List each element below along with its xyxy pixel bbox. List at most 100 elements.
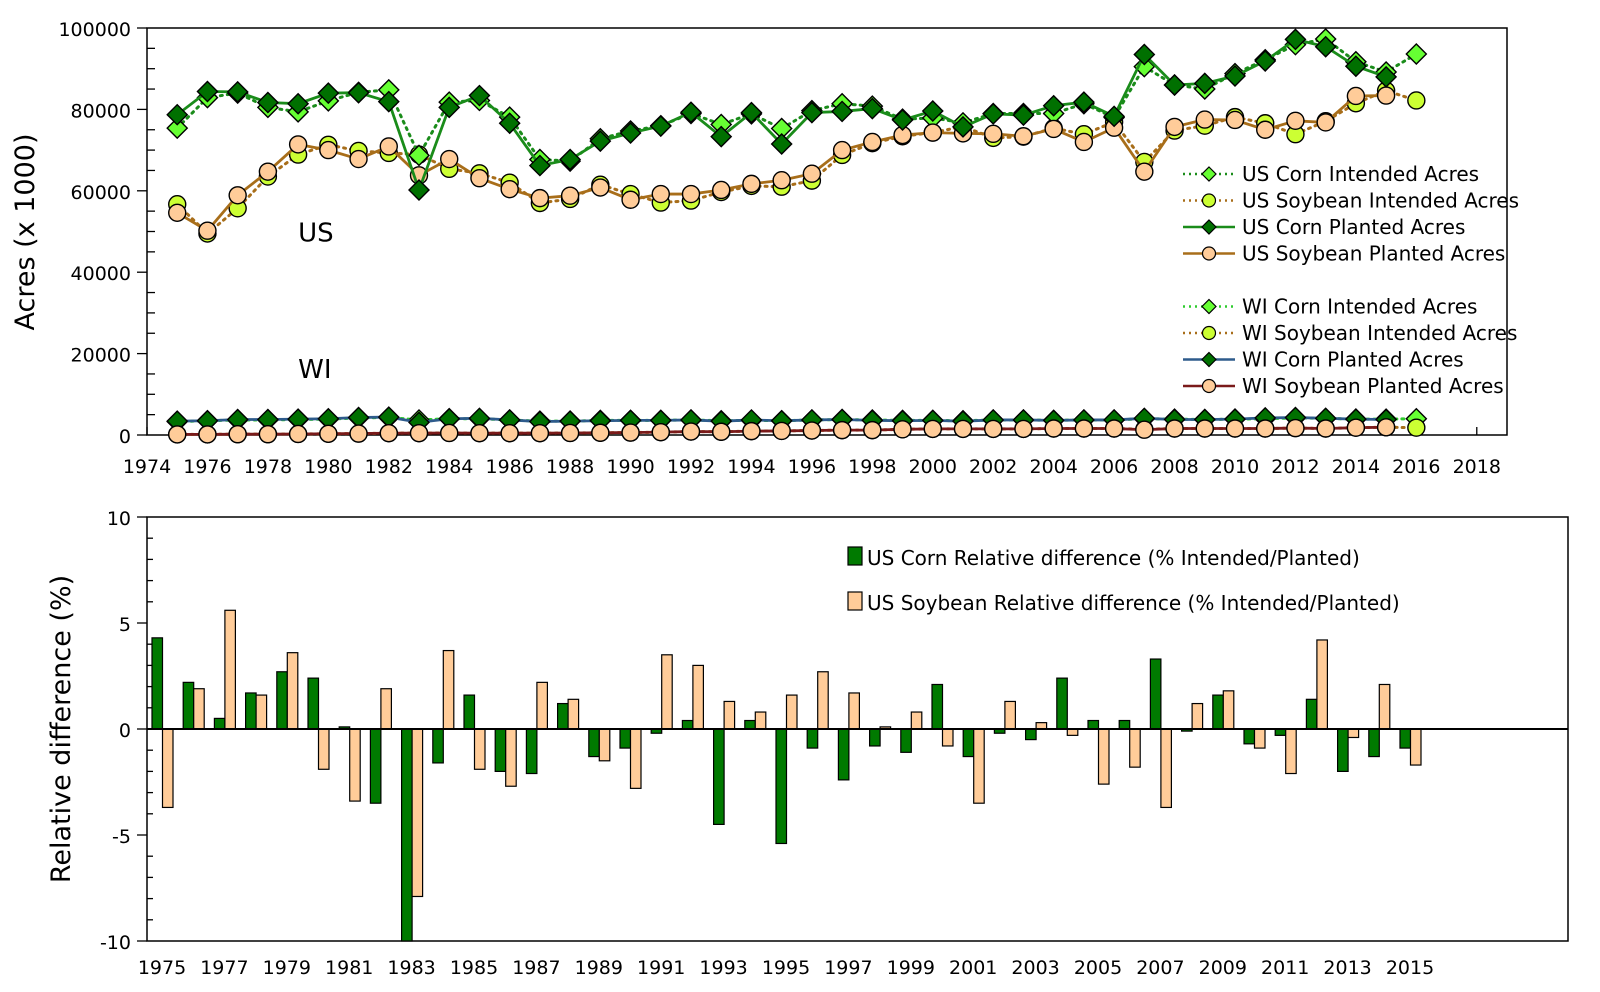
data-point-diamond [1133, 43, 1156, 66]
legend-item-us-soybean-relative-difference-intended-planted: US Soybean Relative difference (% Intend… [847, 591, 1400, 615]
data-point-diamond [196, 80, 219, 103]
bar-1994 [744, 719, 756, 730]
bar-1978 [245, 692, 257, 730]
data-point-circle [198, 221, 217, 240]
bar-1997 [837, 728, 850, 781]
data-point-diamond [1042, 94, 1065, 117]
x-tick-label: 2015 [1386, 957, 1434, 979]
x-tick-label: 2014 [1332, 456, 1380, 478]
data-point-circle [1044, 419, 1063, 438]
series-us-corn-relative-difference-intended-planted [151, 637, 1412, 942]
x-tick-label: 1978 [244, 456, 292, 478]
bar-1978 [255, 694, 268, 730]
bar-2005 [1087, 719, 1100, 730]
legend: US Corn Intended Acres US Soybean Intende… [1183, 162, 1519, 398]
data-point-circle [863, 420, 882, 440]
data-point-diamond [800, 101, 823, 124]
bar-1993 [712, 728, 725, 826]
data-point-diamond [166, 103, 189, 126]
data-point-diamond [256, 91, 279, 114]
legend-label: US Corn Intended Acres [1242, 162, 1479, 186]
data-point-diamond [226, 80, 249, 103]
data-point-circle [1074, 132, 1094, 152]
legend-marker-circle [1201, 378, 1217, 394]
x-tick-label: 2001 [949, 957, 997, 979]
legend-marker-circle [1201, 246, 1217, 261]
legend-marker-circle [1201, 193, 1217, 208]
data-point-circle [1195, 110, 1214, 129]
x-tick-label: 1979 [263, 957, 311, 979]
data-point-diamond [377, 90, 400, 113]
y-tick-label: -10 [100, 932, 131, 954]
x-tick-label: 1977 [200, 957, 248, 979]
bar-1986 [494, 728, 507, 773]
bar-1984 [432, 728, 444, 764]
bar-1993 [723, 700, 736, 730]
data-point-diamond [1224, 65, 1246, 88]
x-tick-label: 2016 [1392, 456, 1440, 478]
bar-2000 [931, 683, 944, 730]
bar-1991 [661, 654, 673, 730]
data-point-circle [802, 164, 822, 183]
bar-1979 [276, 671, 288, 730]
data-point-circle [319, 140, 338, 160]
data-point-diamond [1314, 35, 1337, 58]
data-point-diamond [1344, 55, 1367, 78]
data-point-circle [1407, 418, 1426, 437]
bar-2007 [1160, 728, 1173, 809]
data-point-circle [1256, 419, 1275, 438]
x-tick-label: 1984 [425, 456, 473, 478]
legend-swatch [847, 546, 863, 566]
data-point-diamond [891, 108, 914, 131]
x-tick-label: 1992 [667, 456, 715, 478]
data-point-circle [349, 149, 368, 169]
data-point-circle [470, 168, 489, 188]
x-tick-label: 1999 [887, 957, 935, 979]
bar-1996 [806, 728, 819, 749]
bar-1982 [369, 728, 382, 804]
bar-1999 [910, 711, 923, 730]
series-group [166, 27, 1428, 444]
data-point-circle [1195, 419, 1214, 438]
data-point-circle [1165, 419, 1184, 438]
data-point-circle [742, 421, 761, 441]
y-tick-label: 10 [107, 508, 131, 530]
data-point-circle [319, 424, 338, 443]
data-point-circle [1135, 162, 1154, 181]
legend-label: WI Soybean Planted Acres [1242, 374, 1504, 398]
data-point-circle [923, 123, 942, 142]
data-point-circle [560, 423, 580, 443]
x-tick-label: 1974 [123, 456, 171, 478]
data-point-diamond [680, 101, 702, 124]
bar-1982 [380, 688, 392, 730]
bar-1998 [868, 728, 881, 747]
legend-item-wi-soybean-intended-acres: WI Soybean Intended Acres [1183, 321, 1517, 345]
data-point-circle [1256, 120, 1275, 139]
legend-swatch [847, 591, 863, 611]
data-point-diamond [861, 97, 884, 120]
data-point-circle [1014, 127, 1033, 146]
bar-2000 [941, 728, 954, 747]
bar-2002 [1004, 700, 1017, 730]
bar-2013 [1336, 728, 1349, 773]
legend-item-us-corn-relative-difference-intended-planted: US Corn Relative difference (% Intended/… [847, 546, 1360, 570]
x-tick-label: 2004 [1029, 456, 1077, 478]
data-point-circle [863, 132, 882, 152]
y-tick-label: 100000 [58, 19, 131, 41]
bar-1994 [754, 711, 767, 730]
data-point-circle [651, 422, 670, 442]
bar-1987 [536, 681, 549, 730]
x-tick-label: 2010 [1211, 456, 1259, 478]
bar-2015 [1409, 728, 1422, 766]
x-tick-label: 1985 [450, 957, 498, 979]
y-tick-label: 5 [119, 614, 131, 636]
legend-marker-diamond [1201, 351, 1217, 368]
bar-1983 [401, 728, 413, 942]
data-point-circle [1286, 111, 1305, 130]
bar-1997 [848, 692, 861, 730]
data-point-circle [258, 424, 278, 444]
x-tick-label: 2018 [1453, 456, 1501, 478]
bars-group [151, 609, 1422, 942]
